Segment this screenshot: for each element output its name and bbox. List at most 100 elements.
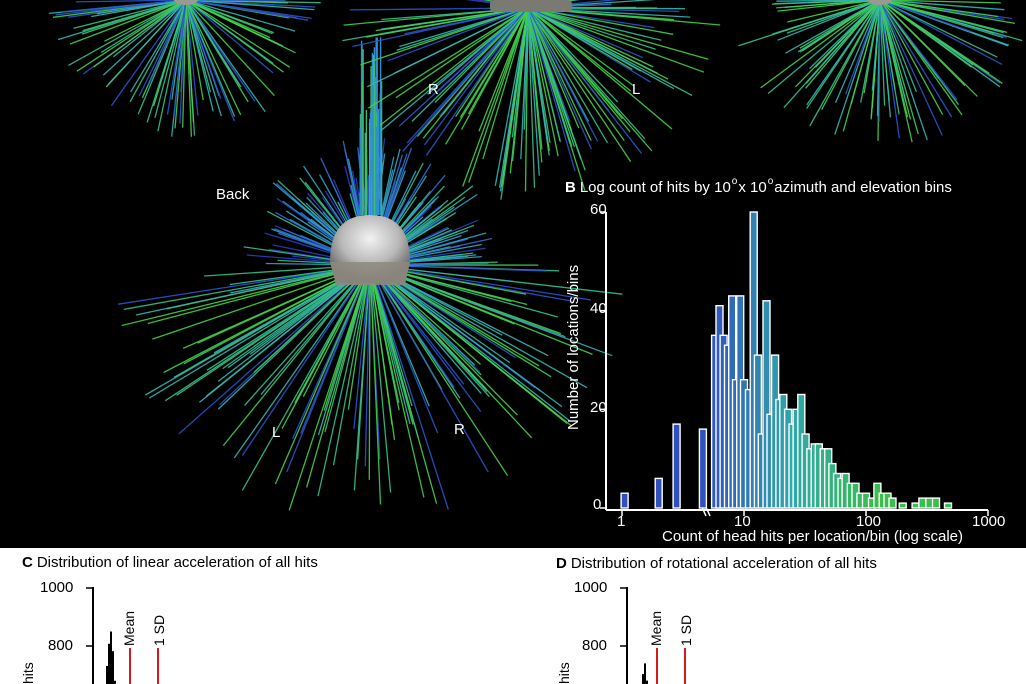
b-y-axis-label: Number of locations/bins: [565, 264, 582, 430]
impact-vector: [879, 0, 1005, 11]
panel-b-title: B Log count of hits by 10ox 10oazimuth an…: [565, 177, 952, 196]
impact-vector: [500, 7, 529, 188]
c-sd-label: 1 SD: [151, 614, 167, 646]
impact-vector: [178, 264, 371, 435]
impact-vector: [55, 0, 187, 16]
impact-vector: [879, 0, 1016, 25]
impact-vector: [369, 264, 571, 422]
impact-vector: [185, 0, 199, 116]
impact-vector: [76, 0, 187, 72]
impact-vector: [821, 0, 881, 111]
impact-vector: [157, 0, 187, 132]
impact-vector: [173, 0, 187, 118]
impact-vector: [527, 7, 642, 72]
impact-vector: [324, 264, 371, 433]
impact-vector: [879, 0, 966, 87]
c-ytick-1000: 1000: [40, 579, 74, 596]
impact-vector: [121, 264, 371, 327]
impact-vector: [387, 7, 529, 62]
impact-vector: [129, 0, 187, 103]
impact-vector: [347, 264, 371, 410]
impact-vector: [527, 7, 551, 143]
impact-vector: [369, 264, 449, 510]
impact-vector: [244, 264, 371, 406]
impact-vector: [369, 264, 588, 389]
d-mean-label: Mean: [648, 610, 664, 646]
impact-vector: [130, 0, 187, 93]
impact-vector: [185, 0, 280, 46]
panel-b-title-part-2: x 10: [738, 179, 767, 196]
histogram-bar: [698, 428, 708, 509]
b-x-axis-label: Count of head hits per location/bin (log…: [662, 528, 964, 545]
b-xtick-10: 10: [734, 513, 751, 530]
panel-b-letter: B: [565, 179, 576, 196]
impact-vector: [527, 7, 619, 103]
impact-vector: [527, 7, 540, 176]
impact-vector: [185, 0, 222, 100]
impact-vector: [185, 0, 275, 97]
impact-vector: [879, 0, 943, 136]
impact-vector: [527, 7, 644, 59]
impact-vector: [369, 264, 382, 505]
bottom-charts: [86, 587, 686, 684]
impact-vector: [365, 7, 529, 38]
histogram-bar: [108, 643, 110, 684]
c-mean-label: Mean: [121, 610, 137, 646]
impact-vector: [107, 0, 187, 85]
impact-vector: [787, 0, 881, 23]
impact-vector: [879, 0, 886, 106]
impact-vector: [185, 0, 315, 11]
head-model-top-right: [868, 0, 892, 5]
impact-vector: [462, 7, 529, 187]
impact-vector: [527, 7, 580, 129]
impact-vector: [527, 7, 646, 140]
impact-vector: [527, 7, 709, 60]
impact-vector: [834, 0, 881, 104]
c-y-axis-label-partial: hits: [20, 662, 36, 684]
impact-vector: [399, 7, 529, 48]
head-label-l-bottom: L: [272, 424, 281, 441]
impact-vector: [772, 0, 881, 35]
impact-vector: [527, 7, 656, 50]
impact-vector: [879, 0, 972, 33]
impact-vector: [767, 0, 881, 95]
impact-vector: [774, 0, 881, 5]
b-ytick-0: 0: [593, 496, 602, 513]
impact-vector: [879, 0, 1003, 65]
impact-vector: [91, 0, 187, 18]
impact-vector: [118, 264, 371, 305]
impact-vector: [785, 0, 881, 54]
impact-vector: [332, 264, 371, 466]
impact-vector: [527, 7, 599, 142]
impact-vector: [75, 0, 187, 3]
impact-vector: [878, 0, 881, 122]
histogram-bar: [654, 477, 663, 509]
impact-vector: [801, 0, 881, 52]
impact-vector: [879, 0, 953, 118]
impact-vector: [353, 264, 371, 430]
impact-vector: [198, 264, 371, 403]
impact-vector: [260, 264, 371, 396]
impact-vector: [369, 264, 439, 434]
impact-vector: [879, 0, 972, 68]
histogram-bar: [898, 502, 907, 509]
impact-vector: [102, 0, 187, 76]
head-label-back: Back: [216, 186, 250, 203]
b-ytick-20: 20: [590, 399, 607, 416]
panel-d-title: D Distribution of rotational acceleration…: [556, 556, 877, 571]
impact-vector: [795, 0, 881, 88]
impact-vector: [185, 0, 204, 101]
impact-vector: [367, 7, 529, 88]
impact-vector: [527, 7, 635, 87]
impact-vector: [147, 0, 187, 87]
d-histogram-bars: [642, 663, 648, 684]
histogram-bar: [114, 680, 116, 684]
impact-vector: [185, 0, 241, 87]
impact-vector: [57, 0, 187, 41]
x-tick-marks-b: [621, 510, 989, 516]
b-ytick-60: 60: [590, 201, 607, 218]
impact-vector: [154, 0, 187, 118]
impact-vector: [527, 7, 674, 35]
d-y-axis-label-partial: hits: [556, 662, 572, 684]
b-xtick-100: 100: [856, 513, 882, 530]
